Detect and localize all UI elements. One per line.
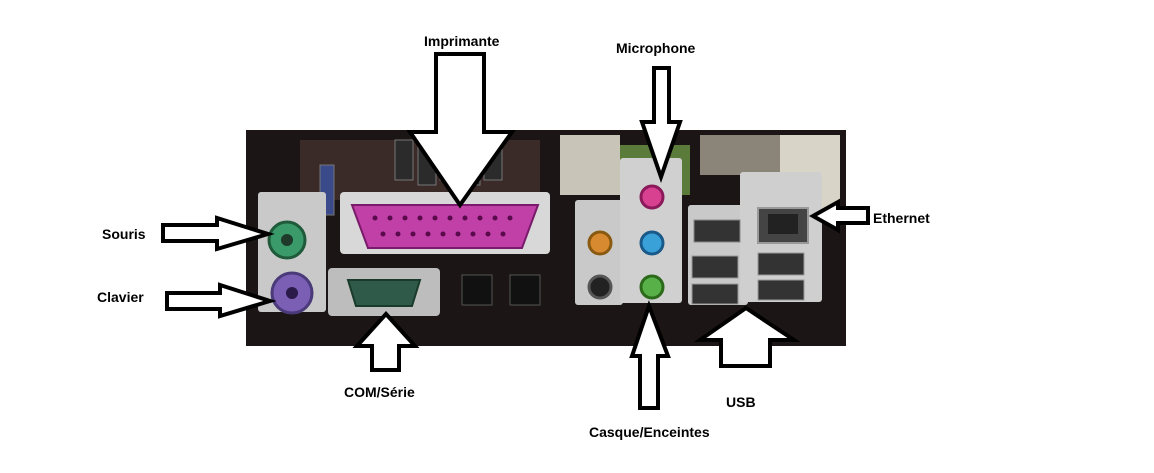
label-microphone: Microphone: [616, 40, 696, 56]
audio-jack-green: [639, 274, 665, 300]
serial-port: [346, 279, 422, 307]
parallel-port: [350, 204, 540, 249]
label-clavier: Clavier: [97, 289, 144, 305]
arrow-souris: [161, 215, 275, 252]
arrow-imprimante: [406, 52, 516, 209]
usb-port: [691, 255, 739, 279]
audio-jack-blue: [639, 230, 665, 256]
label-com-serie: COM/Série: [344, 384, 415, 400]
label-casque: Casque/Enceintes: [589, 424, 710, 440]
audio-jack-orange: [587, 230, 613, 256]
arrows: [161, 52, 870, 410]
label-imprimante: Imprimante: [424, 33, 500, 49]
arrow-ethernet: [808, 198, 870, 234]
usb-port: [757, 279, 805, 301]
usb-port: [691, 283, 739, 305]
arrow-casque: [629, 300, 671, 410]
arrow-microphone: [639, 66, 683, 184]
label-ethernet: Ethernet: [873, 210, 930, 226]
audio-jack-black: [587, 274, 613, 300]
arrow-usb: [693, 305, 801, 368]
arrow-com-serie: [352, 311, 420, 372]
usb-port: [757, 252, 805, 276]
audio-jack-pink: [639, 184, 665, 210]
label-usb: USB: [726, 394, 756, 410]
label-souris: Souris: [102, 226, 146, 242]
arrow-clavier: [165, 282, 277, 319]
